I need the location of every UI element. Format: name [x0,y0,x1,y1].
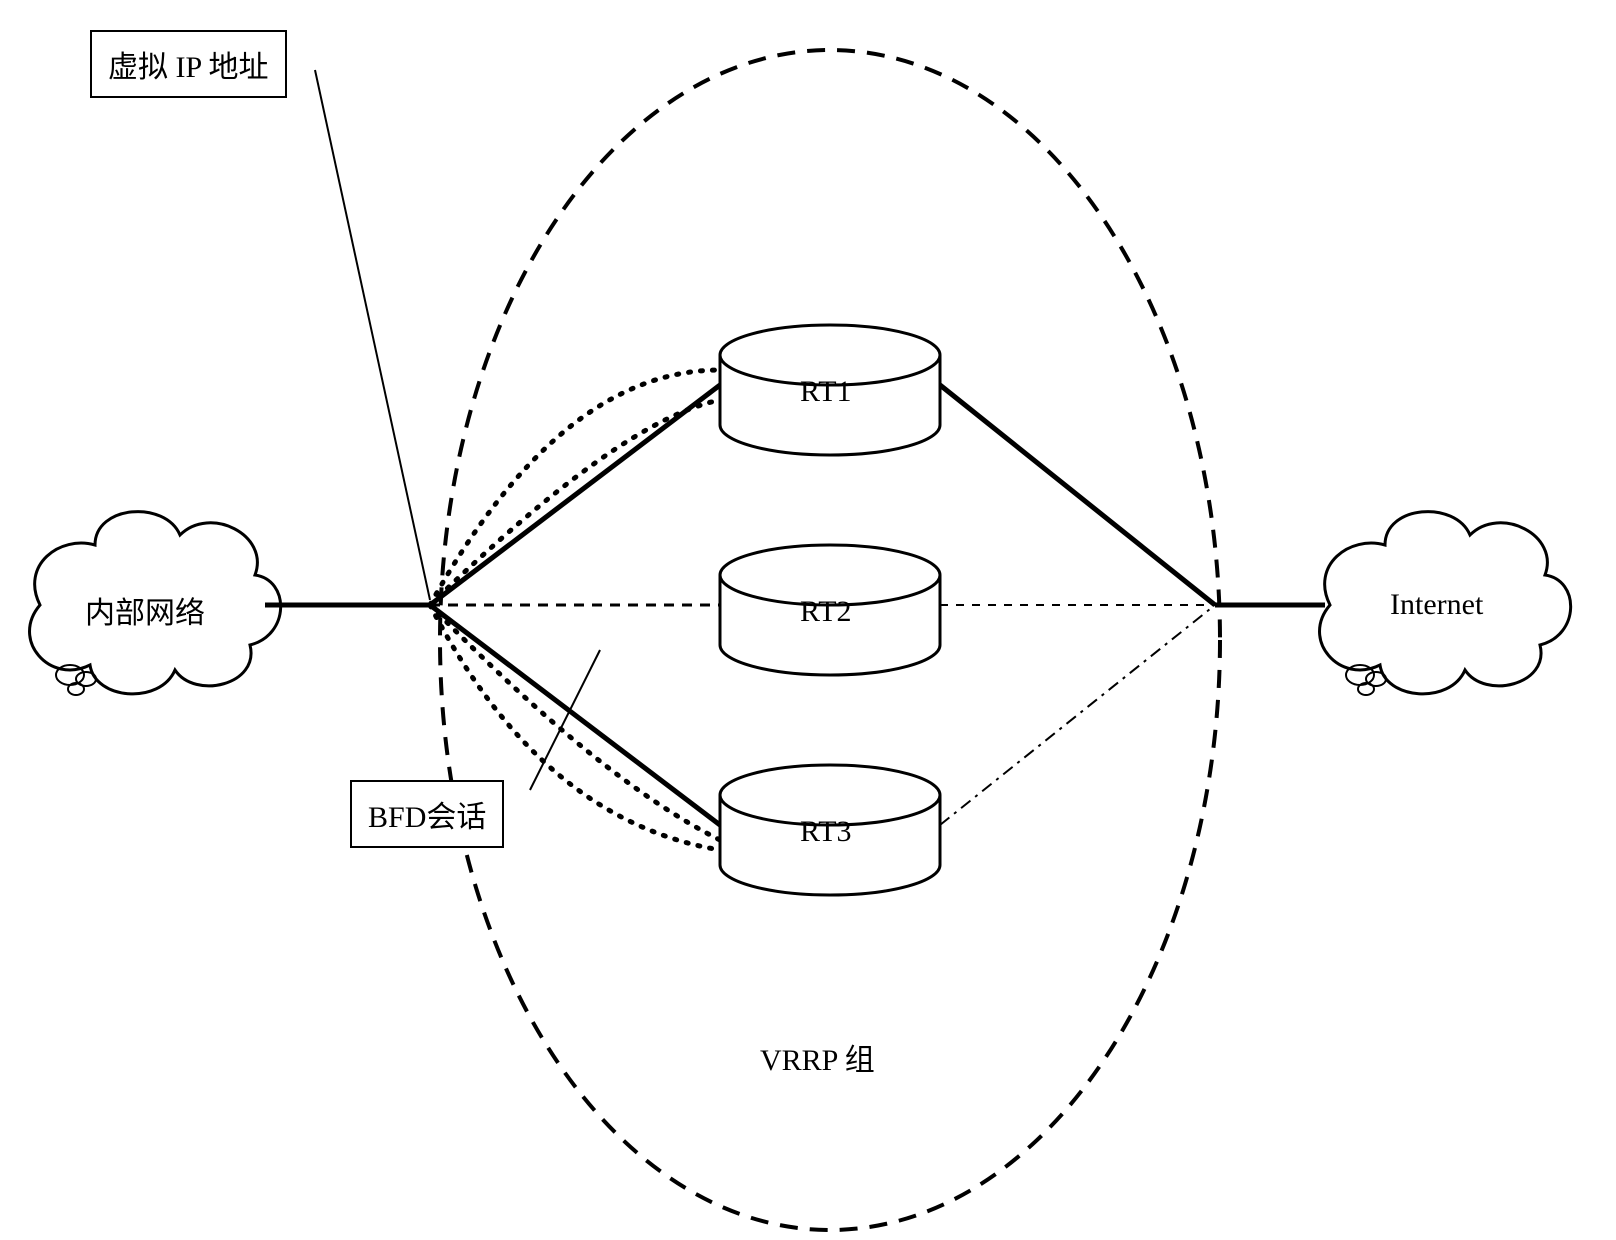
rt1-label: RT1 [800,375,852,409]
bfd-session-label-box: BFD会话 [350,780,504,848]
pointer-bfd [530,650,600,790]
vrrp-group-label: VRRP 组 [760,1035,875,1079]
bfd-session-label: BFD会话 [368,801,486,834]
rt3-label: RT3 [800,815,852,849]
link-right-rt3 [940,605,1215,825]
internal-network-label: 内部网络 [85,588,205,632]
rt2-label: RT2 [800,595,852,629]
link-right-rt1 [940,385,1215,605]
virtual-ip-label-box: 虚拟 IP 地址 [90,30,287,98]
pointer-virtual-ip [315,70,430,600]
virtual-ip-label: 虚拟 IP 地址 [108,51,269,84]
link-left-rt1 [430,385,720,605]
internet-label: Internet [1390,588,1483,622]
